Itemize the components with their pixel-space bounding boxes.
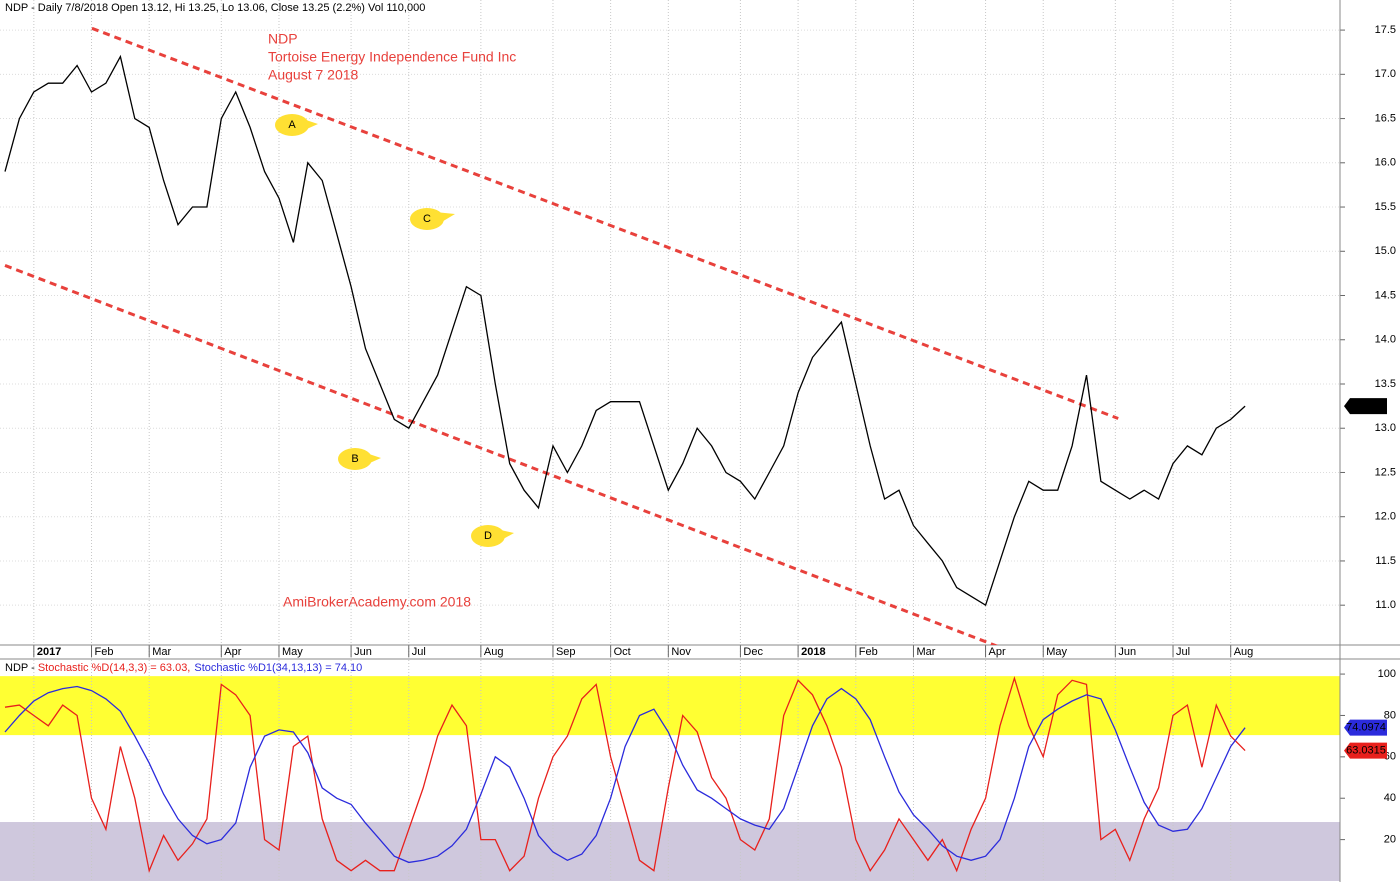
value-tag-label: 63.0315 [1346,744,1386,756]
y-tick-label: 15.0 [1375,245,1396,257]
x-tick-label: May [1046,646,1067,658]
y-tick-label: 16.5 [1375,112,1396,124]
y-tick-label: 12.0 [1375,511,1396,523]
y-tick-label: 20 [1384,834,1396,846]
chart-subtitle: Tortoise Energy Independence Fund Inc [268,49,516,65]
callout: D [471,525,514,547]
zone-band [0,676,1340,736]
callout: B [338,448,381,470]
x-tick-label: May [282,646,303,658]
y-tick-label: 11.0 [1375,599,1396,611]
series-line [4,675,1246,873]
date-label: August 7 2018 [268,67,359,83]
value-tag [1344,742,1387,759]
series-line [4,54,1246,607]
callout-label: A [288,119,296,131]
x-tick-label: Dec [743,646,763,658]
y-tick-label: 13.0 [1375,422,1396,434]
x-tick-label: Jul [1176,646,1190,658]
x-tick-label: Mar [916,646,935,658]
legend-entry: Stochastic %D1(34,13,13) = 74.10 [194,662,362,674]
callout-label: C [423,213,431,225]
y-tick-label: 14.0 [1375,334,1396,346]
zone-band [0,822,1340,881]
indicator-header: NDP - Stochastic %D(14,3,3) = 63.03, Stoc… [5,662,362,674]
x-tick-label: Oct [614,646,631,658]
y-tick-label: 13.5 [1375,378,1396,390]
value-tag [1344,719,1387,736]
y-tick-label: 80 [1384,709,1396,721]
chart-title: NDP [268,31,298,47]
callout-label: D [484,530,492,542]
watermark: AmiBrokerAcademy.com 2018 [283,594,471,610]
trendline [4,264,999,645]
x-tick-label: Jun [1118,646,1136,658]
y-tick-label: 17.5 [1375,24,1396,36]
y-tick-label: 100 [1378,668,1396,680]
y-tick-label: 16.0 [1375,157,1396,169]
x-tick-label: Apr [989,646,1006,658]
x-tick-label: Apr [224,646,241,658]
x-tick-label: Jun [354,646,372,658]
header-prefix: NDP - [5,662,38,674]
y-tick-label: 12.5 [1375,466,1396,478]
y-tick-label: 14.5 [1375,289,1396,301]
x-tick-label: Mar [152,646,171,658]
y-tick-label: 40 [1384,792,1396,804]
x-tick-label: Aug [1234,646,1254,658]
header: NDP - Daily 7/8/2018 Open 13.12, Hi 13.2… [5,2,425,14]
trendline [91,26,1119,420]
x-tick-label: Feb [95,646,114,658]
legend-entry: Stochastic %D(14,3,3) = 63.03, [38,662,191,674]
x-tick-label: Aug [484,646,504,658]
y-tick-label: 11.5 [1375,555,1396,567]
series-line [4,685,1246,864]
y-tick-label: 17.0 [1375,68,1396,80]
y-tick-label: 15.5 [1375,201,1396,213]
price-clip [4,26,1246,645]
x-tick-label: 2017 [37,646,61,658]
x-tick-label: Sep [556,646,576,658]
value-tag [1344,398,1387,415]
x-tick-label: 2018 [801,646,825,658]
callout-label: B [351,453,358,465]
value-tag-label: 13.25 [1352,400,1380,412]
value-tag-label: 74.0974 [1346,722,1386,734]
x-tick-label: Nov [671,646,691,658]
x-tick-label: Jul [412,646,426,658]
callout: C [410,208,455,230]
x-tick-label: Feb [859,646,878,658]
callout: A [275,114,318,136]
